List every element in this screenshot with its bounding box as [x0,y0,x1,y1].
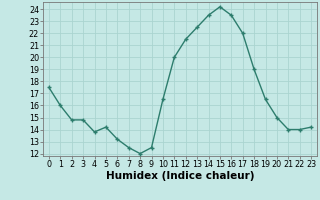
X-axis label: Humidex (Indice chaleur): Humidex (Indice chaleur) [106,171,254,181]
